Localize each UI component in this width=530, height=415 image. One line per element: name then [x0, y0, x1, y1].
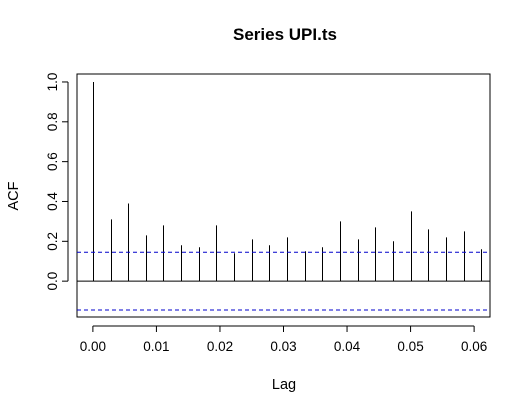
y-tick-label: 1.0: [45, 73, 60, 92]
x-tick-label: 0.02: [207, 339, 233, 354]
y-tick-label: 0.6: [45, 152, 60, 171]
acf-bars: [77, 81, 490, 282]
x-tick-label: 0.06: [461, 339, 487, 354]
y-tick-label: 0.2: [45, 232, 60, 251]
x-tick-label: 0.03: [270, 339, 296, 354]
chart-title: Series UPI.ts: [233, 25, 337, 44]
plot-frame: [76, 73, 491, 318]
x-axis-label: Lag: [272, 377, 296, 393]
y-tick-label: 0.8: [45, 112, 60, 131]
confidence-bounds: [77, 251, 490, 311]
y-axis: 0.0 0.2 0.4 0.6 0.8 1.0: [45, 73, 69, 291]
x-tick-label: 0.05: [397, 339, 423, 354]
x-tick-label: 0.04: [334, 339, 361, 354]
y-tick-label: 0.0: [45, 272, 60, 291]
x-tick-label: 0.00: [80, 339, 106, 354]
x-axis: 0.00 0.01 0.02 0.03 0.04 0.05 0.06: [80, 325, 487, 354]
x-tick-label: 0.01: [143, 339, 169, 354]
y-axis-label: ACF: [6, 181, 22, 210]
y-tick-label: 0.4: [45, 192, 60, 211]
